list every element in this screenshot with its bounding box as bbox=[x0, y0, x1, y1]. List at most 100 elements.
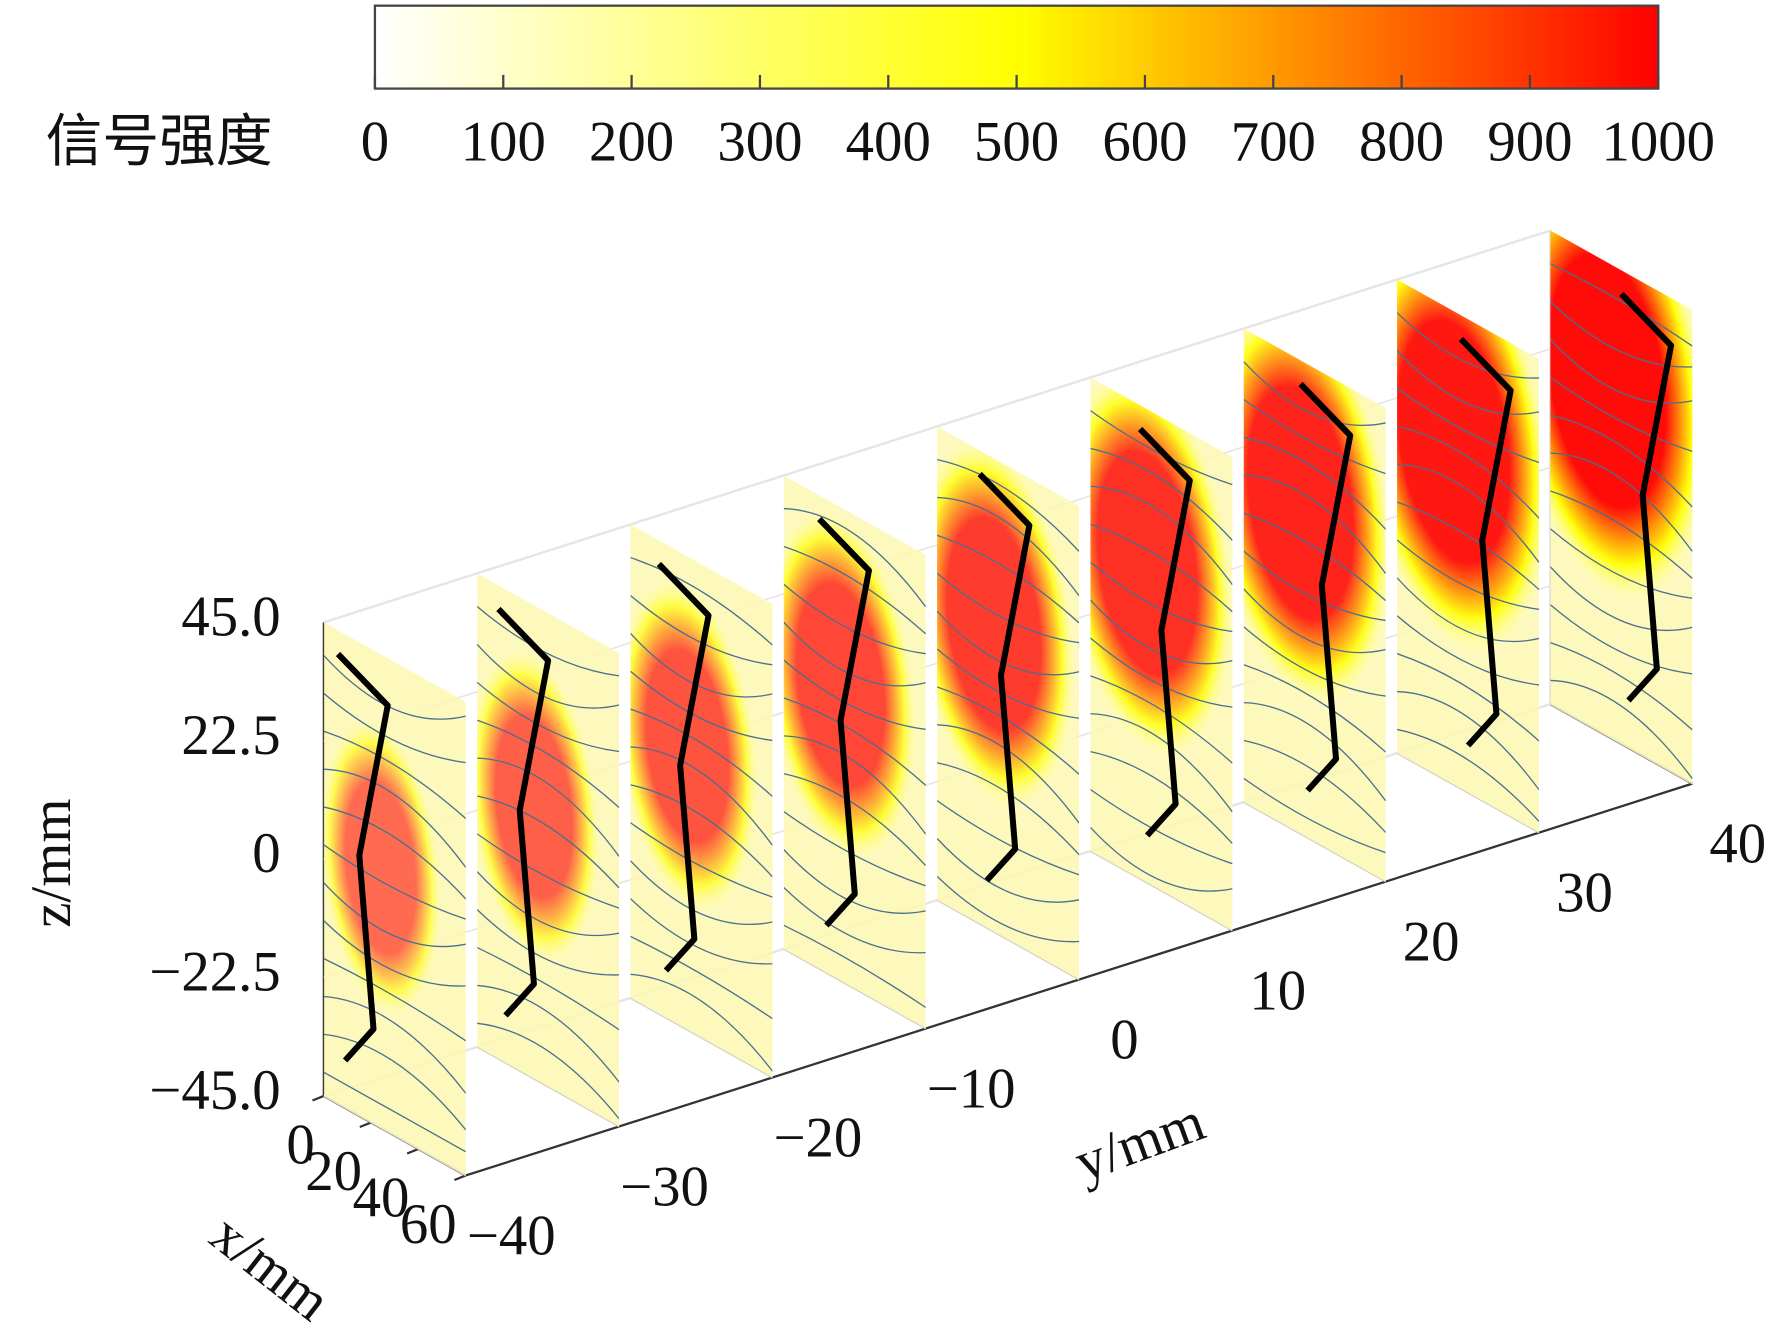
grid-line bbox=[1396, 752, 1540, 834]
streamline bbox=[1244, 570, 1386, 684]
y-tick-label: 40 bbox=[1709, 813, 1766, 876]
colorbar-tick-label: 600 bbox=[1102, 111, 1187, 174]
y-axis-label: y/mm bbox=[1067, 1090, 1213, 1195]
streamline bbox=[1244, 394, 1386, 483]
streamline bbox=[1090, 471, 1232, 584]
y-axis bbox=[465, 782, 1693, 1177]
streamline bbox=[1244, 617, 1386, 715]
streamline bbox=[937, 450, 1079, 552]
streamline bbox=[477, 972, 619, 1083]
streamline bbox=[324, 956, 466, 1040]
streamline bbox=[937, 529, 1079, 623]
x-tick-label: 40 bbox=[353, 1167, 410, 1230]
slice bbox=[323, 622, 466, 1176]
slice bbox=[937, 426, 1080, 980]
slice-content bbox=[477, 573, 620, 1127]
x-tick bbox=[359, 1121, 372, 1129]
streamline bbox=[1550, 665, 1692, 778]
streamline bbox=[1244, 731, 1386, 833]
streamline bbox=[784, 692, 926, 786]
streamline bbox=[1550, 594, 1692, 692]
streamline bbox=[1397, 677, 1539, 790]
streamline bbox=[477, 625, 619, 739]
x-tick bbox=[454, 1174, 467, 1182]
grid-line bbox=[630, 997, 773, 1079]
boundary-curve bbox=[1140, 429, 1190, 859]
slice bbox=[1090, 377, 1233, 931]
streamline bbox=[1397, 530, 1539, 628]
streamline bbox=[630, 961, 772, 1072]
streamline bbox=[937, 592, 1079, 706]
streamline bbox=[784, 721, 926, 834]
streamline bbox=[1550, 485, 1692, 579]
colorbar-tick-label: 1000 bbox=[1602, 111, 1716, 174]
streamline bbox=[324, 683, 466, 781]
z-tick-label: −45.0 bbox=[149, 1059, 280, 1122]
grid-line bbox=[476, 1046, 620, 1128]
streamline bbox=[1090, 552, 1232, 650]
slice-content bbox=[1550, 230, 1693, 784]
streamline bbox=[630, 614, 772, 728]
streamline bbox=[477, 786, 619, 888]
streamline bbox=[937, 820, 1079, 932]
streamline bbox=[1550, 405, 1692, 507]
signal-blob bbox=[477, 641, 604, 972]
streamline bbox=[784, 764, 926, 866]
y-tick-label: 30 bbox=[1556, 862, 1613, 925]
boundary-curve bbox=[338, 654, 388, 1084]
streamline bbox=[1090, 809, 1232, 921]
streamline bbox=[1397, 416, 1539, 518]
streamline bbox=[630, 884, 772, 989]
y-tick-label: −40 bbox=[467, 1204, 556, 1267]
streamline bbox=[1090, 742, 1232, 844]
z-tick-label: 0 bbox=[252, 822, 280, 885]
streamline bbox=[784, 650, 926, 748]
streamline bbox=[477, 829, 619, 918]
streamline bbox=[937, 795, 1079, 884]
streamline bbox=[1550, 438, 1692, 551]
streamline bbox=[324, 865, 466, 977]
streamline bbox=[1397, 449, 1539, 562]
slice-content bbox=[1397, 279, 1540, 833]
colorbar-tick-label: 200 bbox=[589, 111, 674, 174]
slice bbox=[1243, 328, 1386, 882]
colorbar-tick-label: 400 bbox=[846, 111, 931, 174]
slice-content bbox=[1090, 377, 1233, 931]
streamline bbox=[630, 661, 772, 759]
streamline bbox=[1397, 605, 1539, 703]
streamline bbox=[1550, 321, 1692, 433]
boundary-curve bbox=[1301, 384, 1351, 814]
colorbar-tick-label: 100 bbox=[461, 111, 546, 174]
streamline bbox=[937, 862, 1079, 967]
signal-blob bbox=[783, 501, 921, 869]
streamline bbox=[1244, 507, 1386, 601]
signal-blob bbox=[1243, 328, 1386, 715]
streamline bbox=[1397, 332, 1539, 444]
boundary-curve bbox=[498, 609, 548, 1039]
signal-blob bbox=[1090, 377, 1233, 766]
y-tick-label: 10 bbox=[1249, 959, 1306, 1022]
x-tick bbox=[312, 1094, 325, 1102]
streamline bbox=[1090, 628, 1232, 726]
streamline bbox=[937, 482, 1079, 595]
boundary-curve bbox=[819, 519, 869, 949]
streamline bbox=[630, 934, 772, 1018]
streamline bbox=[784, 873, 926, 978]
colorbar-label: 信号强度 bbox=[46, 111, 273, 174]
slice-content bbox=[323, 622, 466, 1176]
x-tick bbox=[406, 1147, 419, 1155]
streamline bbox=[630, 775, 772, 877]
z-tick-label: 22.5 bbox=[181, 704, 280, 767]
streamline bbox=[324, 1072, 466, 1151]
signal-blob bbox=[630, 571, 762, 921]
streamline bbox=[784, 831, 926, 943]
slice-content bbox=[783, 475, 926, 1029]
z-axis-label: z/mm bbox=[20, 798, 83, 927]
z-tick-label: −22.5 bbox=[149, 941, 280, 1004]
streamline bbox=[1550, 548, 1692, 662]
streamline bbox=[477, 945, 619, 1029]
streamline bbox=[477, 714, 619, 808]
streamline bbox=[784, 494, 926, 607]
streamline bbox=[324, 906, 466, 1011]
slice bbox=[630, 524, 773, 1078]
